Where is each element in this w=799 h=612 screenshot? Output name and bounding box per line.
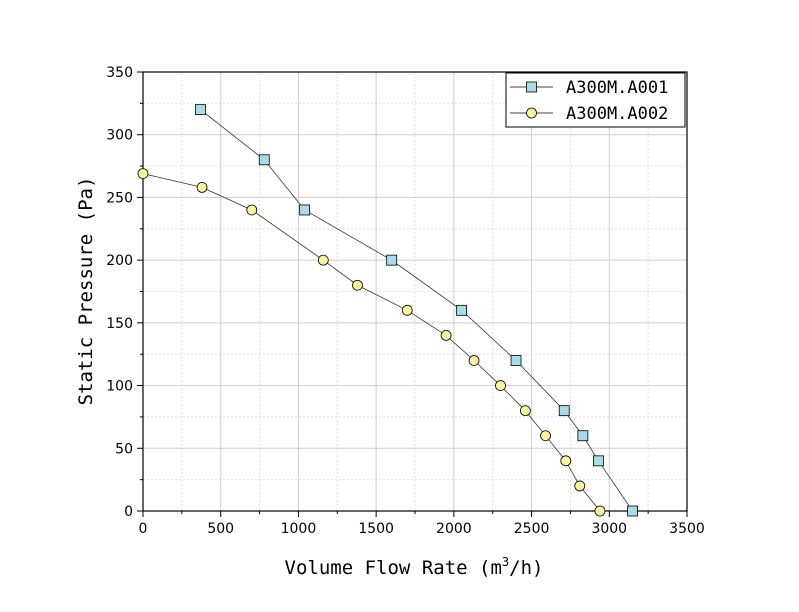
legend-label-1: A300M.A001 bbox=[566, 78, 668, 98]
series-2 bbox=[137, 168, 606, 517]
data-point bbox=[246, 204, 258, 216]
data-point bbox=[196, 181, 208, 193]
data-point bbox=[577, 430, 589, 442]
x-tick-label: 3000 bbox=[591, 521, 627, 537]
y-tick-label: 250 bbox=[106, 190, 133, 206]
data-point bbox=[317, 254, 329, 266]
data-point bbox=[468, 355, 480, 366]
axis-ticks: 0 500 1000 1500 2000 2500 3000 3500 0 50 100 150 200… bbox=[106, 65, 705, 537]
x-tick-label: 1000 bbox=[281, 521, 317, 537]
x-tick-label: 500 bbox=[207, 521, 234, 537]
series-1 bbox=[195, 104, 638, 517]
y-tick-label: 350 bbox=[106, 65, 133, 81]
x-tick-label: 2500 bbox=[514, 521, 550, 537]
series-layer bbox=[137, 104, 638, 517]
legend-marker-1 bbox=[526, 81, 537, 93]
data-point bbox=[519, 405, 531, 417]
data-point bbox=[594, 505, 606, 517]
data-point bbox=[299, 204, 311, 216]
y-tick-label: 50 bbox=[115, 441, 133, 457]
y-tick-label: 200 bbox=[106, 253, 133, 269]
data-point bbox=[627, 505, 638, 517]
grid bbox=[142, 71, 688, 512]
x-axis-title: Volume Flow Rate (m3/h) bbox=[285, 555, 544, 579]
data-point bbox=[495, 380, 506, 391]
data-point bbox=[137, 168, 149, 179]
data-point bbox=[593, 455, 604, 467]
data-point bbox=[352, 279, 363, 291]
y-axis-title: Static Pressure (Pa) bbox=[75, 177, 97, 406]
x-tick-label: 2000 bbox=[436, 521, 472, 537]
y-tick-label: 0 bbox=[124, 504, 133, 520]
legend: A300M.A001 A300M.A002 bbox=[505, 72, 686, 128]
x-tick-label: 0 bbox=[139, 521, 148, 537]
data-point bbox=[574, 480, 586, 492]
data-point bbox=[560, 455, 572, 467]
data-point bbox=[558, 405, 570, 417]
data-point bbox=[540, 430, 551, 442]
data-point bbox=[386, 254, 398, 266]
data-point bbox=[258, 154, 270, 166]
y-tick-label: 150 bbox=[106, 316, 133, 332]
data-point bbox=[440, 329, 452, 341]
data-point bbox=[401, 304, 413, 316]
y-tick-label: 100 bbox=[106, 379, 133, 395]
series-1-line bbox=[200, 109, 633, 512]
x-tick-label: 3500 bbox=[669, 521, 705, 537]
y-tick-label: 300 bbox=[106, 128, 133, 144]
x-tick-label: 1500 bbox=[358, 521, 394, 537]
data-point bbox=[510, 355, 522, 366]
data-point bbox=[456, 304, 468, 316]
legend-marker-2 bbox=[526, 107, 537, 119]
legend-label-2: A300M.A002 bbox=[566, 104, 668, 124]
data-point bbox=[195, 104, 206, 116]
